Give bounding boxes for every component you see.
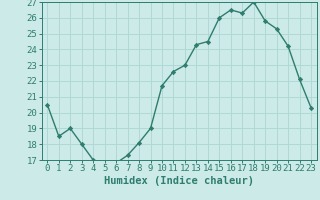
X-axis label: Humidex (Indice chaleur): Humidex (Indice chaleur) xyxy=(104,176,254,186)
